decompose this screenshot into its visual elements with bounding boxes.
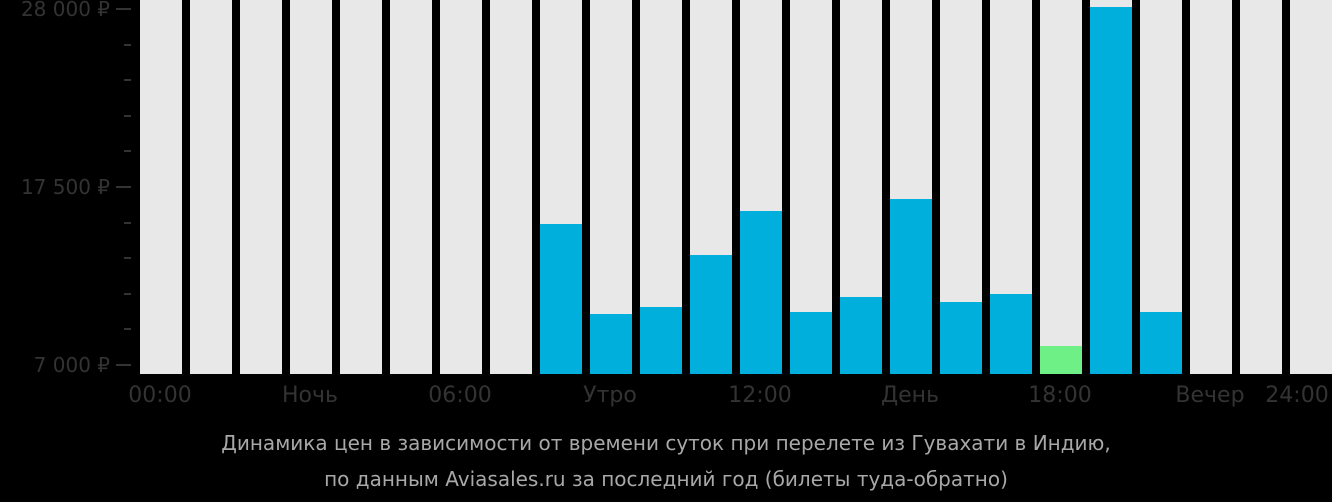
bar-price[interactable] — [940, 302, 982, 374]
bar-price[interactable] — [990, 294, 1032, 374]
y-tick-label: 7 000 ₽ — [33, 353, 110, 377]
bar-price[interactable] — [540, 224, 582, 374]
bar-slot-hour-13 — [790, 0, 832, 374]
bar-slot-hour-7 — [490, 0, 532, 374]
y-minor-tick — [124, 221, 131, 224]
y-minor-tick — [124, 43, 131, 46]
bar-slot-hour-2 — [240, 0, 282, 374]
x-tick-label: 00:00 — [128, 383, 192, 408]
bar-slot-hour-9 — [590, 0, 632, 374]
bar-slot-hour-6 — [440, 0, 482, 374]
y-major-tick — [116, 8, 131, 10]
x-tick-label: 06:00 — [428, 383, 492, 408]
bar-price[interactable] — [890, 199, 932, 374]
bar-slot-hour-20 — [1140, 0, 1182, 374]
y-minor-tick — [124, 292, 131, 295]
bar-slot-hour-5 — [390, 0, 432, 374]
caption-line-1: Динамика цен в зависимости от времени су… — [221, 431, 1111, 455]
bar-slot-hour-4 — [340, 0, 382, 374]
bar-slot-hour-18 — [1040, 0, 1082, 374]
bar-slot-hour-21 — [1190, 0, 1232, 374]
bar-price[interactable] — [690, 255, 732, 374]
bar-price[interactable] — [740, 211, 782, 374]
bar-slot-hour-1 — [190, 0, 232, 374]
y-tick-label: 28 000 ₽ — [20, 0, 110, 21]
y-major-tick — [116, 186, 131, 188]
bar-slot-hour-3 — [290, 0, 332, 374]
bar-price[interactable] — [590, 314, 632, 374]
x-tick-label: 24:00 — [1265, 383, 1329, 408]
y-minor-tick — [124, 114, 131, 117]
bar-price[interactable] — [1090, 7, 1132, 374]
x-tick-label: Утро — [583, 383, 637, 408]
bar-slot-hour-23 — [1290, 0, 1332, 374]
x-tick-label: 18:00 — [1028, 383, 1092, 408]
y-tick-label: 17 500 ₽ — [20, 175, 110, 199]
y-minor-tick — [124, 79, 131, 82]
bar-price[interactable] — [1140, 312, 1182, 374]
y-minor-tick — [124, 328, 131, 331]
bar-slot-hour-0 — [140, 0, 182, 374]
x-tick-label: Вечер — [1175, 383, 1245, 408]
x-tick-label: 12:00 — [728, 383, 792, 408]
y-minor-tick — [124, 257, 131, 260]
x-tick-label: День — [880, 383, 940, 408]
y-minor-tick — [124, 150, 131, 153]
x-tick-label: Ночь — [282, 383, 338, 408]
bar-min-price[interactable] — [1040, 346, 1082, 374]
bar-price[interactable] — [790, 312, 832, 374]
bar-slot-hour-22 — [1240, 0, 1282, 374]
caption-line-2: по данным Aviasales.ru за последний год … — [324, 467, 1008, 491]
bar-price[interactable] — [840, 297, 882, 374]
y-major-tick — [116, 364, 131, 366]
bar-price[interactable] — [640, 307, 682, 374]
